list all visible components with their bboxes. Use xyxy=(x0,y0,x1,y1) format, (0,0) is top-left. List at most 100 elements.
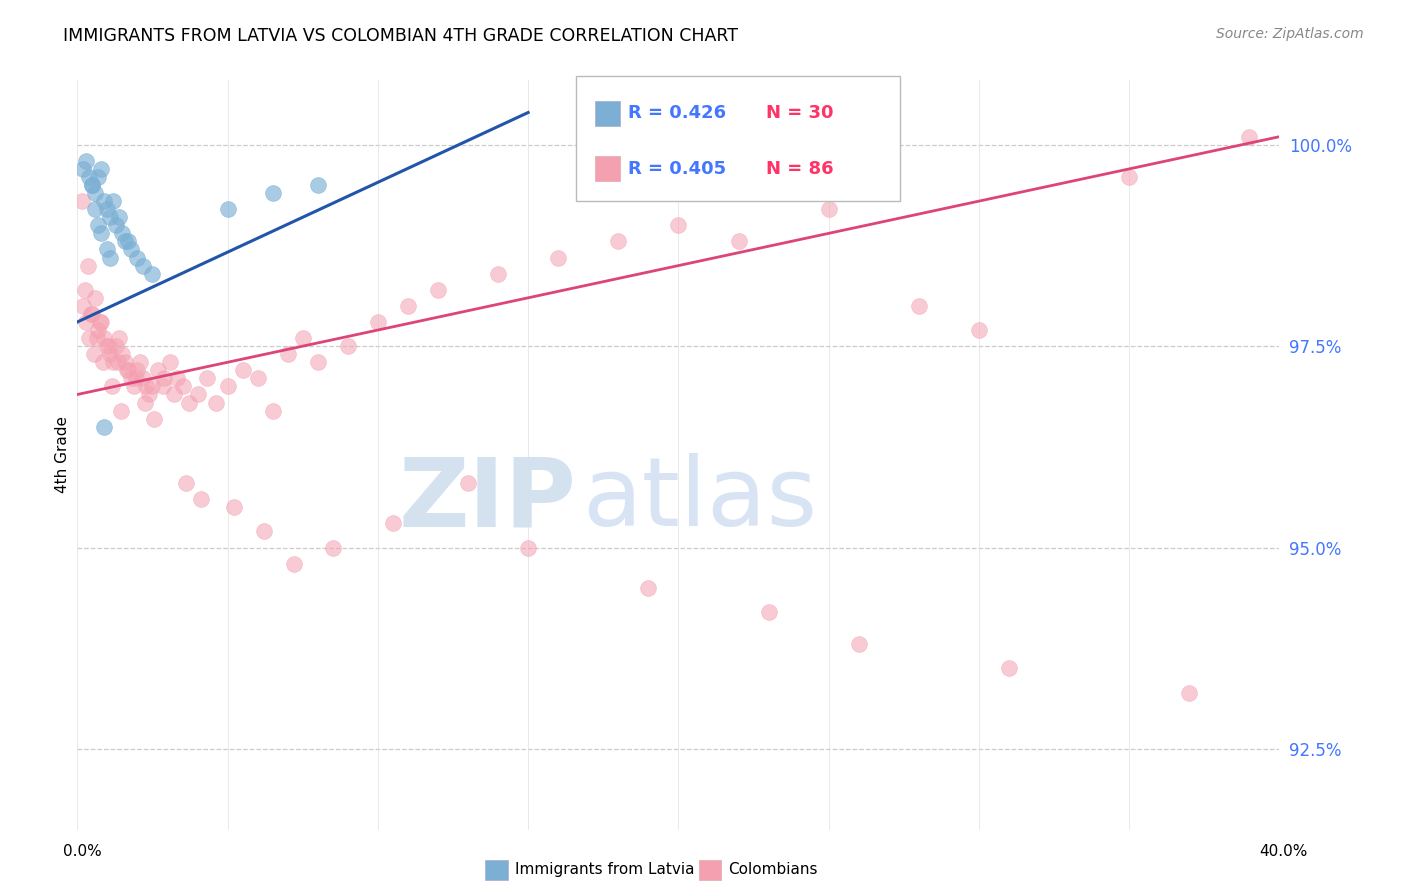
Point xyxy=(87,219,110,233)
Point xyxy=(283,557,305,571)
Text: Source: ZipAtlas.com: Source: ZipAtlas.com xyxy=(1216,27,1364,41)
Point xyxy=(84,186,107,200)
Point xyxy=(90,227,112,241)
Point xyxy=(117,363,139,377)
Point xyxy=(100,347,122,361)
Point xyxy=(117,235,139,249)
Point xyxy=(120,371,142,385)
Point xyxy=(108,331,131,345)
Point xyxy=(105,219,128,233)
Point xyxy=(114,355,136,369)
Point xyxy=(132,259,155,273)
Point xyxy=(72,299,94,313)
Point xyxy=(132,371,155,385)
Point xyxy=(277,347,299,361)
Point xyxy=(90,161,112,176)
Point xyxy=(110,403,132,417)
Point xyxy=(141,379,163,393)
Point xyxy=(908,299,931,313)
Text: atlas: atlas xyxy=(582,453,817,547)
Point xyxy=(517,541,540,555)
Point xyxy=(322,541,344,555)
Point xyxy=(120,243,142,257)
Point xyxy=(103,194,125,208)
Point xyxy=(79,169,101,184)
Point xyxy=(152,379,174,393)
Point xyxy=(367,315,389,329)
Point xyxy=(195,371,218,385)
Point xyxy=(637,581,659,595)
Point xyxy=(336,339,359,353)
Point xyxy=(148,363,170,377)
Point xyxy=(90,315,112,329)
Point xyxy=(101,379,124,393)
Point xyxy=(82,178,104,192)
Point xyxy=(127,251,149,265)
Point xyxy=(87,323,110,337)
Point xyxy=(159,355,181,369)
Point xyxy=(86,331,108,345)
Point xyxy=(89,315,111,329)
Point xyxy=(166,371,188,385)
Point xyxy=(817,202,839,217)
Point xyxy=(96,202,118,217)
Point xyxy=(115,363,138,377)
Point xyxy=(427,283,450,297)
Text: 40.0%: 40.0% xyxy=(1260,845,1308,859)
Point xyxy=(100,251,122,265)
Point xyxy=(72,161,94,176)
Point xyxy=(262,403,284,417)
Point xyxy=(87,169,110,184)
Point xyxy=(396,299,419,313)
Point xyxy=(222,500,245,515)
Point xyxy=(91,355,114,369)
Point xyxy=(186,387,209,401)
Point xyxy=(100,211,122,225)
Point xyxy=(291,331,314,345)
Point xyxy=(125,371,148,385)
Point xyxy=(135,379,157,393)
Point xyxy=(93,331,115,345)
Point xyxy=(967,323,990,337)
Point xyxy=(174,476,197,491)
Point xyxy=(998,661,1021,675)
Point xyxy=(105,339,128,353)
Point xyxy=(141,267,163,281)
Text: IMMIGRANTS FROM LATVIA VS COLOMBIAN 4TH GRADE CORRELATION CHART: IMMIGRANTS FROM LATVIA VS COLOMBIAN 4TH … xyxy=(63,27,738,45)
Point xyxy=(93,194,115,208)
Point xyxy=(1178,685,1201,699)
Point xyxy=(758,605,780,619)
Point xyxy=(253,524,276,539)
Text: R = 0.405: R = 0.405 xyxy=(628,160,727,178)
Point xyxy=(82,307,104,321)
Point xyxy=(70,194,93,208)
Point xyxy=(217,202,239,217)
Point xyxy=(204,395,226,409)
Point xyxy=(124,379,146,393)
Point xyxy=(848,637,870,651)
Point xyxy=(96,339,118,353)
Point xyxy=(80,307,103,321)
Text: 0.0%: 0.0% xyxy=(63,845,103,859)
Text: ZIP: ZIP xyxy=(398,453,576,547)
Text: Immigrants from Latvia: Immigrants from Latvia xyxy=(515,863,695,877)
Point xyxy=(79,331,101,345)
Point xyxy=(307,178,329,192)
Text: N = 30: N = 30 xyxy=(766,104,834,122)
Point xyxy=(1118,169,1140,184)
Point xyxy=(84,202,107,217)
Text: R = 0.426: R = 0.426 xyxy=(628,104,727,122)
Point xyxy=(96,243,118,257)
Point xyxy=(108,211,131,225)
Point xyxy=(97,339,120,353)
Point xyxy=(114,235,136,249)
Point xyxy=(307,355,329,369)
Text: N = 86: N = 86 xyxy=(766,160,834,178)
Point xyxy=(190,492,212,507)
Point xyxy=(246,371,269,385)
Point xyxy=(177,395,200,409)
Point xyxy=(162,387,184,401)
Point xyxy=(232,363,254,377)
Point xyxy=(153,371,176,385)
Point xyxy=(262,186,284,200)
